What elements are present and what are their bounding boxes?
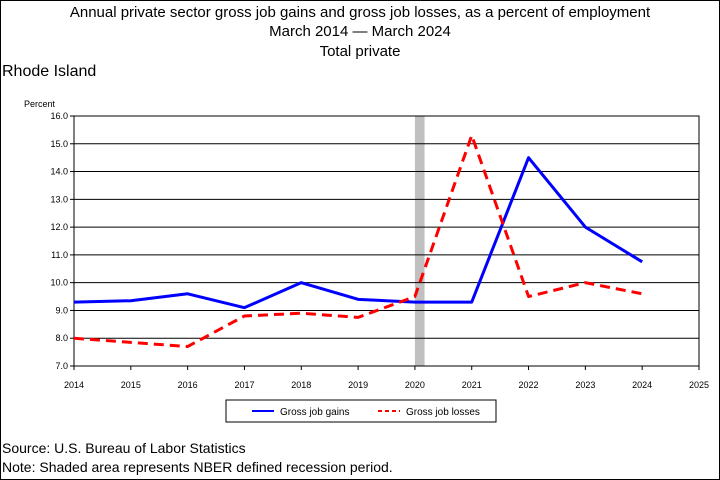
x-tick-label: 2014 (64, 380, 84, 390)
x-tick-label: 2016 (178, 380, 198, 390)
chart-title: Annual private sector gross job gains an… (69, 4, 651, 21)
source-note: Source: U.S. Bureau of Labor Statistics (2, 440, 246, 456)
recession-note: Note: Shaded area represents NBER define… (2, 459, 393, 475)
x-tick-label: 2021 (462, 380, 482, 390)
y-tick-label: 14.0 (50, 167, 68, 177)
y-tick-label: 13.0 (50, 194, 68, 204)
gross-job-losses-line (73, 133, 643, 349)
y-tick-label: 12.0 (50, 222, 68, 232)
legend-losses-label: Gross job losses (406, 407, 480, 418)
legend-gains-label: Gross job gains (280, 407, 349, 418)
chart-subtitle: Total private (319, 43, 401, 60)
x-tick-label: 2024 (632, 380, 652, 390)
gross-job-gains-line (73, 156, 643, 310)
y-tick-label: 11.0 (51, 250, 68, 260)
y-tick-label: 9.0 (55, 305, 68, 315)
state-label: Rhode Island (2, 63, 97, 80)
y-axis-title: Percent (24, 99, 56, 109)
recession-shading (414, 116, 425, 366)
x-tick-label: 2023 (575, 380, 595, 390)
x-tick-label: 2018 (291, 380, 311, 390)
x-tick-label: 2025 (689, 380, 709, 390)
x-tick-label: 2015 (121, 380, 141, 390)
y-tick-label: 15.0 (50, 139, 68, 149)
y-tick-label: 7.0 (55, 361, 68, 371)
y-tick-label: 8.0 (55, 333, 68, 343)
legend-box (225, 399, 497, 423)
x-tick-label: 2019 (348, 380, 368, 390)
plot-border (73, 115, 700, 367)
chart-date-range: March 2014 — March 2024 (269, 23, 451, 40)
y-tick-label: 10.0 (50, 278, 68, 288)
x-tick-label: 2022 (519, 380, 539, 390)
x-tick-label: 2017 (234, 380, 254, 390)
y-tick-label: 16.0 (50, 111, 68, 121)
x-tick-label: 2020 (405, 380, 425, 390)
